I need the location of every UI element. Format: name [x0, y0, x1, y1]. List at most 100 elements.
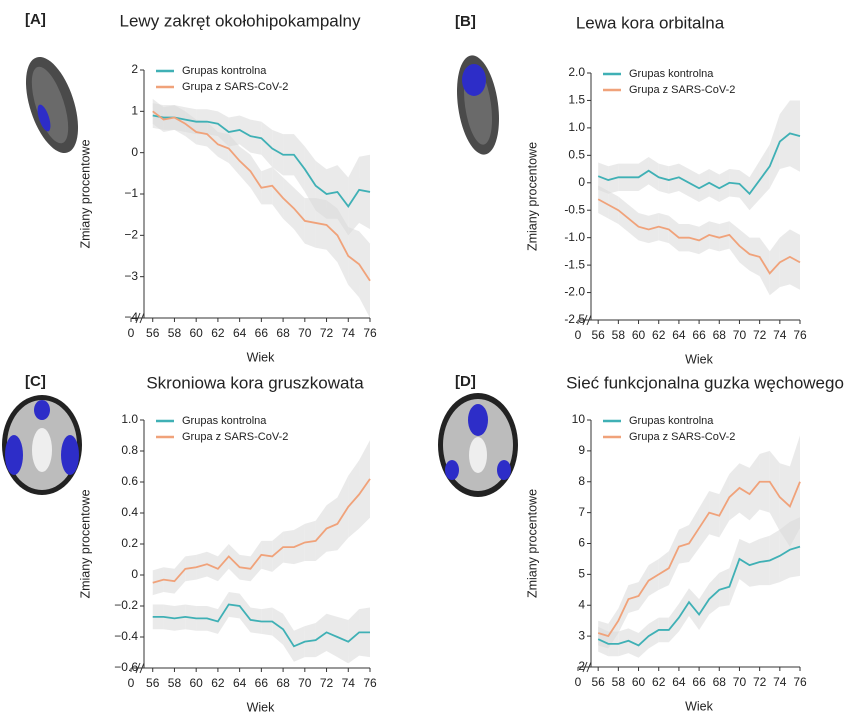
series-line — [152, 603, 370, 648]
y-tick-label: 0 — [131, 145, 138, 159]
y-tick-label: 1.5 — [568, 93, 585, 107]
panel-label: [A] — [25, 11, 46, 28]
x-axis-label: Wiek — [247, 350, 276, 364]
axis-break — [135, 662, 141, 674]
confidence-band — [779, 463, 790, 547]
legend-label: Grupas kontrolna — [182, 415, 267, 427]
brain-icon-a — [25, 56, 79, 154]
confidence-band — [337, 475, 349, 551]
y-tick-label: −0.6 — [114, 660, 138, 674]
x-tick-label: 58 — [612, 675, 626, 689]
y-tick-label: 0 — [578, 175, 585, 189]
y-tick-label: −0.2 — [114, 598, 138, 612]
x-tick-label: 70 — [298, 326, 312, 340]
confidence-band — [217, 132, 229, 163]
x-tick-label: 74 — [773, 675, 787, 689]
chart-title: Skroniowa kora gruszkowata — [146, 373, 364, 392]
y-tick-label: 5 — [578, 567, 585, 581]
x-tick-label: 64 — [233, 676, 247, 690]
x-tick-label: 62 — [211, 326, 225, 340]
x-tick-label: 74 — [342, 326, 356, 340]
x-tick-label: 70 — [298, 676, 312, 690]
x-tick-label: 60 — [632, 675, 646, 689]
x-tick-label: 70 — [733, 675, 747, 689]
y-tick-label: -2.0 — [564, 285, 585, 299]
x-tick-label: 64 — [672, 675, 686, 689]
confidence-band — [359, 440, 370, 529]
y-tick-label: 1 — [131, 104, 138, 118]
x-tick-label: 0 — [128, 326, 135, 340]
confidence-band — [779, 229, 790, 288]
y-tick-label: -1.5 — [564, 257, 585, 271]
x-tick-label: 70 — [733, 328, 747, 342]
legend-label: Grupas kontrolna — [629, 415, 714, 427]
x-tick-label: 56 — [146, 676, 160, 690]
legend-label: Grupas kontrolna — [182, 65, 267, 77]
x-tick-label: 68 — [713, 328, 727, 342]
confidence-band — [304, 198, 316, 248]
confidence-band — [359, 231, 370, 318]
y-tick-label: 0 — [131, 567, 138, 581]
y-tick-label: 8 — [578, 474, 585, 488]
y-tick-label: 6 — [578, 536, 585, 550]
y-tick-label: 9 — [578, 443, 585, 457]
panel-label: [D] — [455, 373, 476, 390]
x-tick-label: 72 — [320, 676, 334, 690]
x-tick-label: 60 — [190, 326, 204, 340]
y-tick-label: 0.6 — [121, 474, 138, 488]
x-tick-label: 72 — [320, 326, 334, 340]
x-tick-label: 0 — [128, 676, 135, 690]
y-tick-label: 2 — [131, 62, 138, 76]
chart-title: Sieć funkcjonalna guzka węchowego — [566, 373, 844, 392]
y-tick-label: 4 — [578, 597, 585, 611]
y-axis-label: Zmiany procentowe — [78, 139, 92, 248]
series-line — [597, 480, 801, 638]
confidence-band — [359, 154, 370, 230]
y-tick-label: 0.8 — [121, 443, 138, 457]
x-tick-label: 74 — [342, 676, 356, 690]
confidence-band — [348, 460, 360, 538]
x-axis-label: Wiek — [685, 352, 714, 366]
series-line — [152, 114, 371, 208]
x-tick-label: 60 — [190, 676, 204, 690]
x-tick-label: 56 — [592, 675, 606, 689]
x-tick-label: 64 — [672, 328, 686, 342]
y-tick-label: −3 — [124, 269, 138, 283]
legend-label: Grupas kontrolna — [629, 68, 714, 80]
confidence-band — [789, 435, 800, 547]
confidence-band — [789, 100, 800, 172]
y-tick-label: −4 — [124, 310, 138, 324]
axis-break — [582, 314, 588, 326]
y-tick-label: 0.4 — [121, 505, 138, 519]
y-axis-label: Zmiany procentowe — [525, 489, 539, 598]
y-axis-label: Zmiany procentowe — [78, 489, 92, 598]
x-tick-label: 0 — [575, 675, 582, 689]
x-tick-label: 0 — [575, 328, 582, 342]
x-tick-label: 58 — [168, 676, 182, 690]
x-tick-label: 56 — [146, 326, 160, 340]
y-tick-label: 2 — [578, 659, 585, 673]
y-tick-label: 0.5 — [568, 148, 585, 162]
confidence-band — [769, 237, 780, 296]
chart-title: Lewy zakręt okołohipokampalny — [120, 11, 361, 30]
x-tick-label: 76 — [363, 326, 377, 340]
legend-label: Grupa z SARS-CoV-2 — [182, 81, 288, 93]
y-tick-label: -2.5 — [564, 312, 585, 326]
y-axis-label: Zmiany procentowe — [525, 142, 539, 251]
x-tick-label: 62 — [652, 328, 666, 342]
x-tick-label: 68 — [276, 676, 290, 690]
y-tick-label: −1 — [124, 186, 138, 200]
axis-break — [135, 312, 141, 324]
x-tick-label: 58 — [168, 326, 182, 340]
x-tick-label: 66 — [692, 328, 706, 342]
panel-label: [B] — [455, 13, 476, 30]
confidence-band — [729, 221, 740, 263]
brain-icon-c — [2, 395, 82, 495]
confidence-band — [739, 170, 750, 211]
confidence-band — [749, 237, 760, 277]
x-tick-label: 68 — [276, 326, 290, 340]
x-axis-label: Wiek — [247, 700, 276, 714]
x-axis-label: Wiek — [685, 699, 714, 713]
x-tick-label: 76 — [793, 328, 807, 342]
